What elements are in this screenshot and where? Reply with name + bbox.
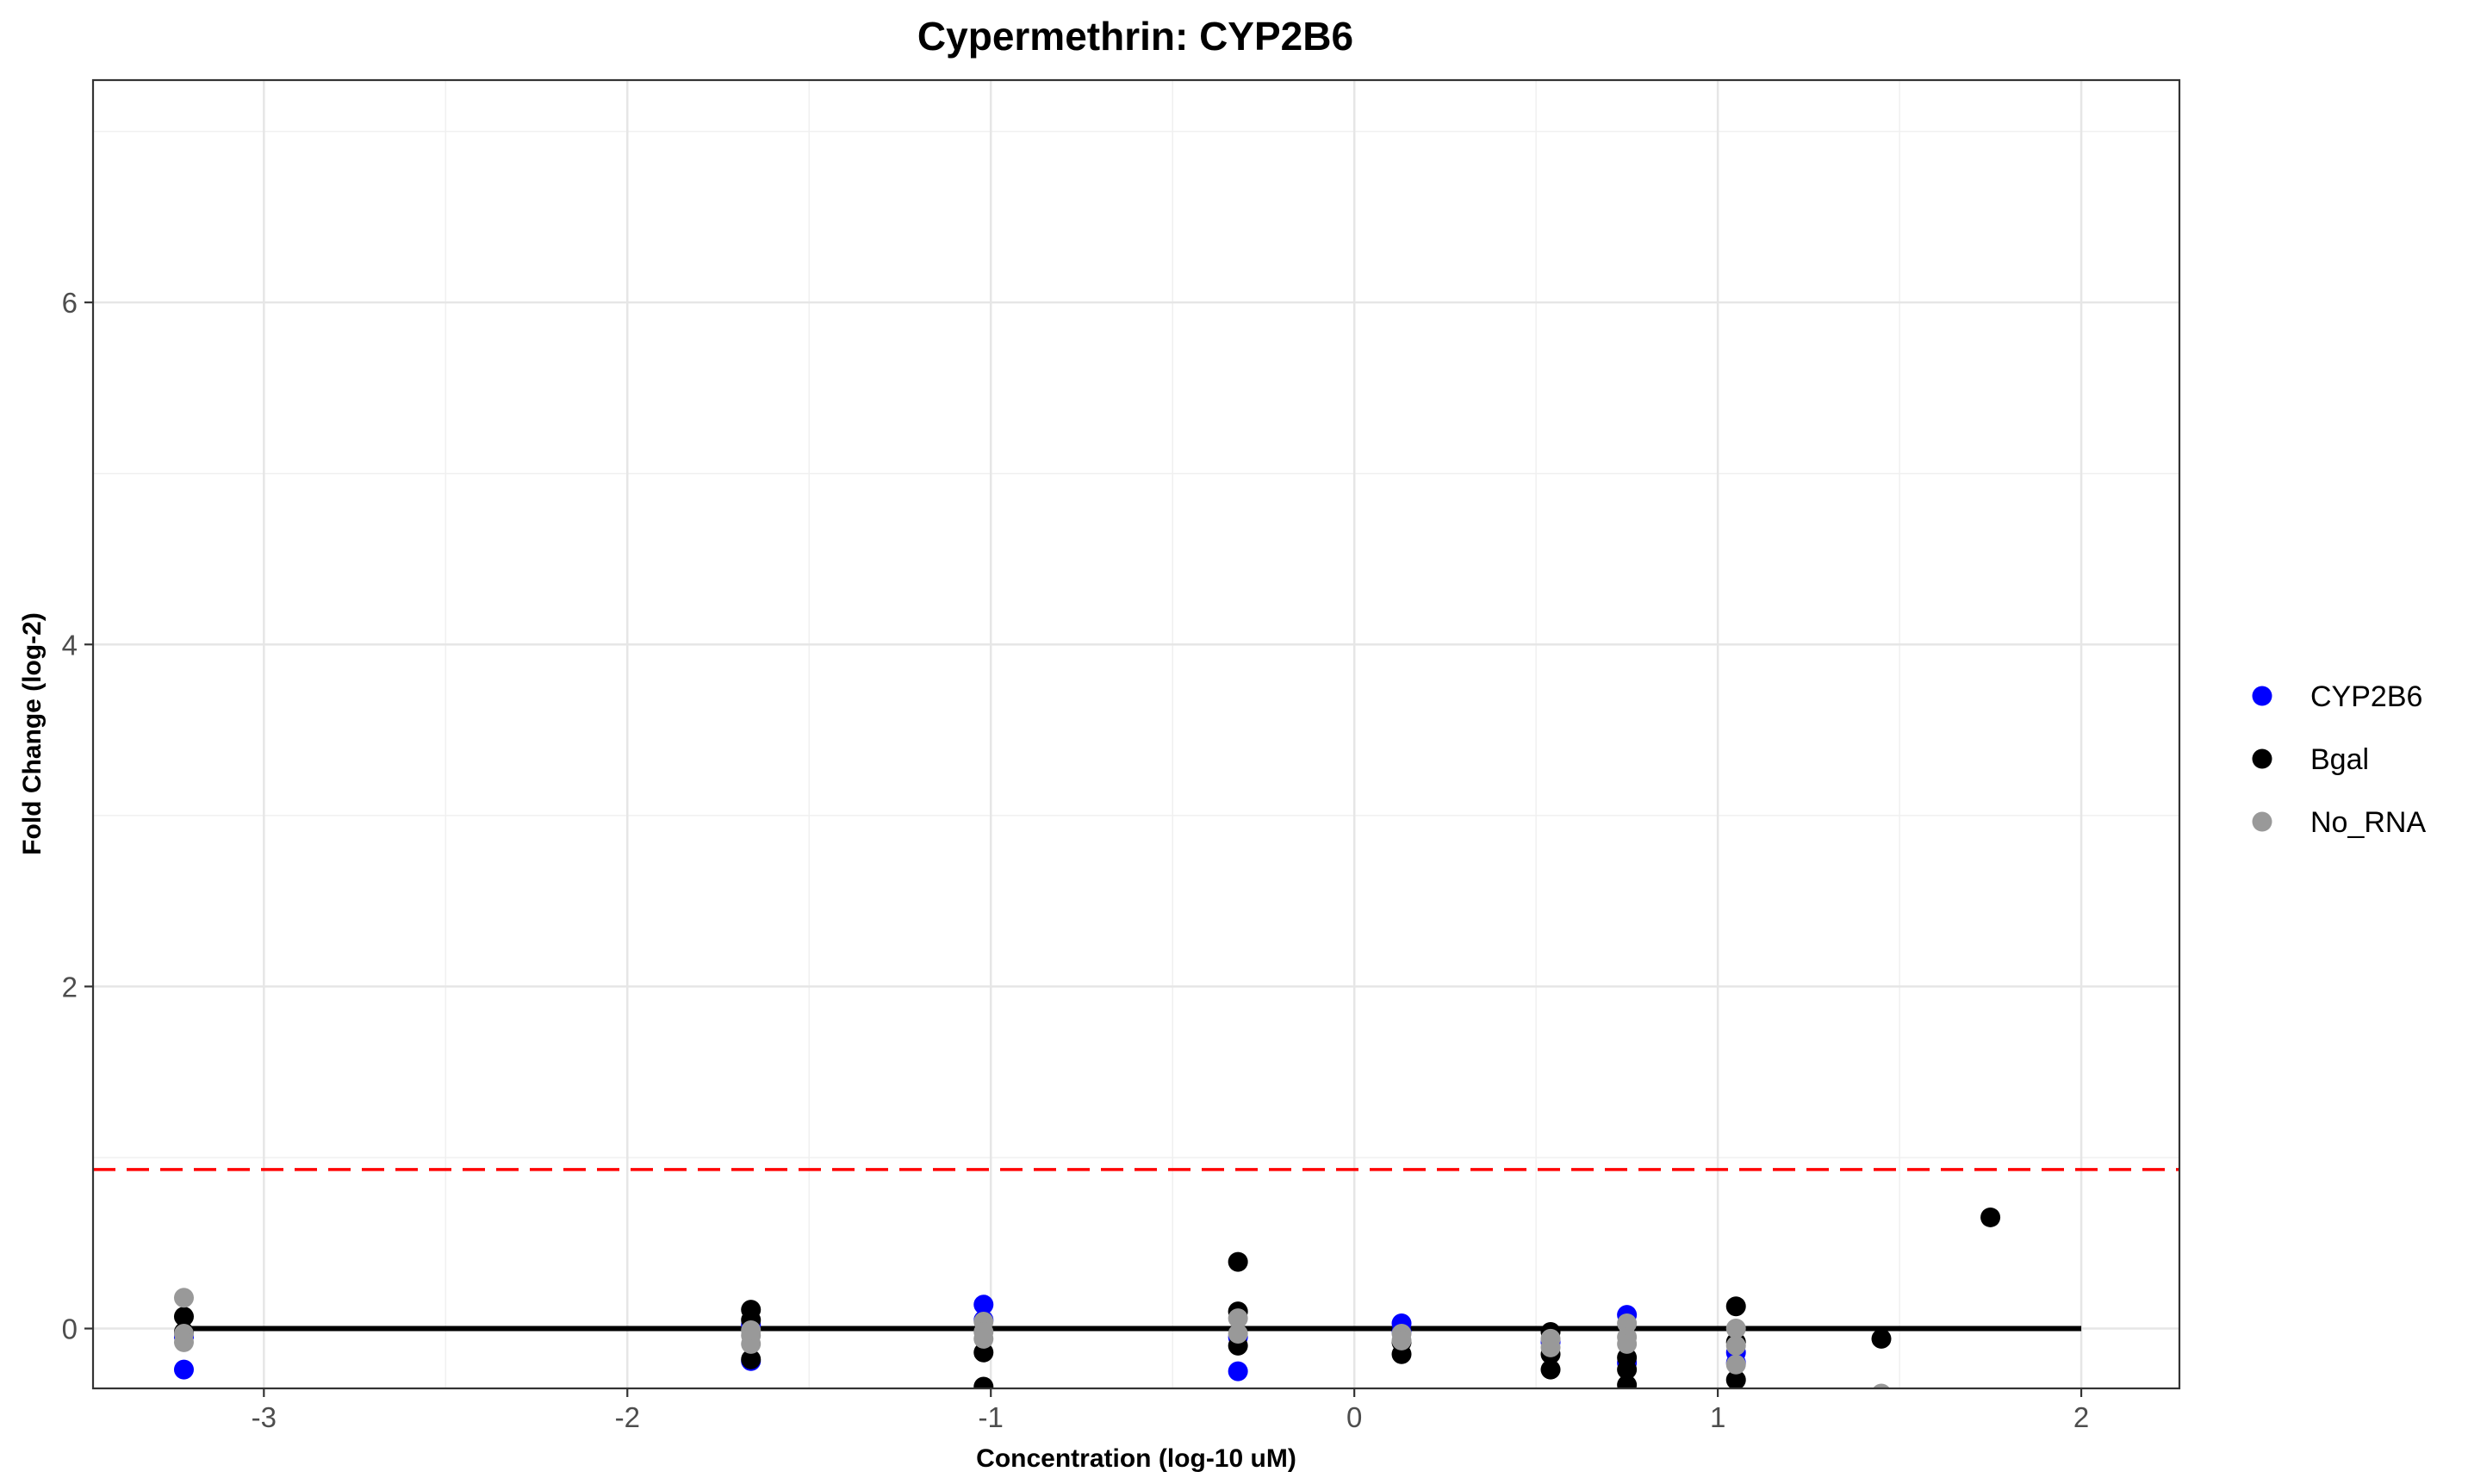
plot-panel	[93, 80, 2179, 1388]
data-point-no-rna	[1617, 1333, 1638, 1354]
x-tick-label: -2	[615, 1401, 640, 1433]
x-axis-label: Concentration (log-10 uM)	[976, 1444, 1296, 1473]
data-point-no-rna	[1725, 1354, 1746, 1375]
x-tick-label: -3	[252, 1401, 277, 1433]
chart-title: Cypermethrin: CYP2B6	[917, 14, 1353, 59]
data-point-bgal	[1228, 1251, 1248, 1272]
data-point-no-rna	[741, 1319, 762, 1340]
data-point-bgal	[1980, 1207, 2001, 1227]
data-point-no-rna	[173, 1332, 194, 1352]
data-point-no-rna	[1617, 1313, 1638, 1334]
data-point-no-rna	[1873, 1383, 1890, 1388]
data-point-no-rna	[741, 1333, 762, 1354]
legend-key-cyp2b6	[2252, 686, 2272, 706]
x-tick-label: 0	[1346, 1401, 1362, 1433]
data-point-cyp2b6	[973, 1295, 994, 1315]
y-tick-label: 2	[62, 971, 78, 1003]
data-point-bgal	[741, 1349, 762, 1369]
legend-label: Bgal	[2310, 743, 2369, 776]
data-point-bgal	[1617, 1347, 1638, 1368]
legend-key-bgal	[2252, 748, 2272, 769]
data-point-no-rna	[1228, 1308, 1248, 1329]
data-point-cyp2b6	[173, 1359, 194, 1380]
data-point-bgal	[1617, 1375, 1638, 1388]
data-point-no-rna	[1540, 1337, 1561, 1357]
legend: CYP2B6 Bgal No_RNA	[2252, 680, 2426, 839]
y-tick-label: 6	[62, 287, 78, 319]
data-point-bgal	[173, 1307, 194, 1327]
data-point-bgal	[973, 1342, 994, 1363]
data-point-bgal	[1725, 1296, 1746, 1317]
data-point-bgal	[973, 1376, 994, 1388]
data-point-bgal	[1725, 1369, 1746, 1388]
plot-layer	[93, 1168, 2179, 1388]
x-tick-label: -1	[979, 1401, 1004, 1433]
minor-gridlines	[93, 80, 2179, 1388]
x-axis-ticks: -3 -2 -1 0 1 2	[252, 1388, 2089, 1433]
data-points	[173, 1207, 2001, 1388]
y-axis-label: Fold Change (log-2)	[18, 612, 47, 855]
legend-label: No_RNA	[2310, 806, 2426, 839]
data-point-bgal	[1540, 1359, 1561, 1380]
data-point-no-rna	[1725, 1335, 1746, 1356]
data-point-no-rna	[173, 1288, 194, 1308]
data-point-no-rna	[1725, 1319, 1746, 1339]
panel-border	[91, 78, 2181, 1390]
x-tick-label: 1	[1710, 1401, 1725, 1433]
y-tick-label: 4	[62, 629, 78, 661]
data-point-cyp2b6	[1228, 1361, 1248, 1382]
data-point-no-rna	[973, 1328, 994, 1349]
y-axis-ticks: 0 2 4 6	[62, 287, 93, 1345]
x-tick-label: 2	[2073, 1401, 2089, 1433]
data-point-no-rna	[1391, 1330, 1412, 1351]
y-tick-label: 0	[62, 1313, 78, 1345]
data-point-bgal	[1871, 1328, 1892, 1349]
data-point-no-rna	[1228, 1323, 1248, 1344]
legend-label: CYP2B6	[2310, 680, 2422, 713]
legend-key-no-rna	[2252, 811, 2272, 832]
